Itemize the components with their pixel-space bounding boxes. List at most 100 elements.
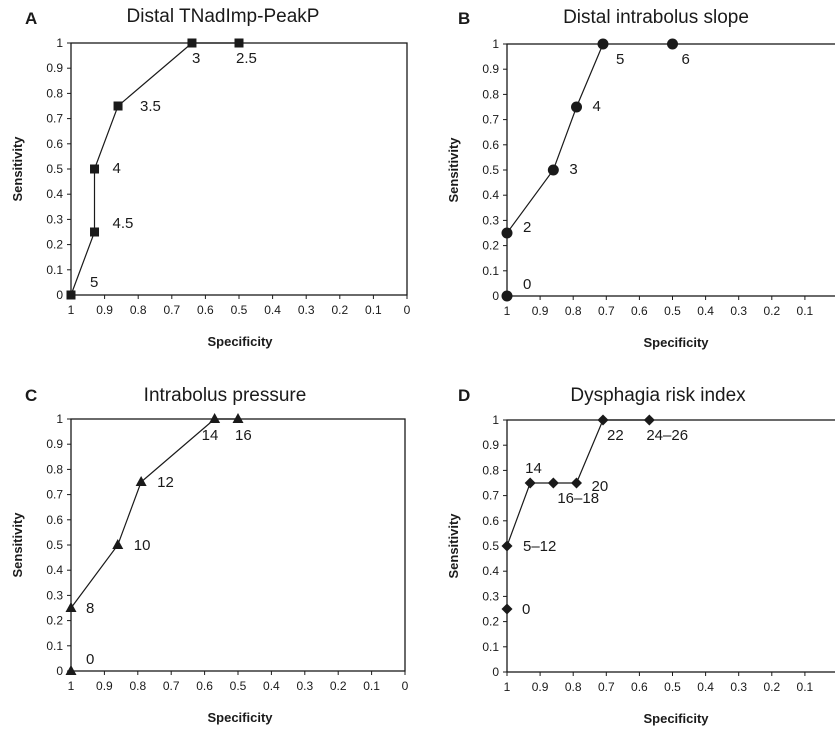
y-tick-label: 0.8 [46, 462, 63, 476]
panel-b: B Distal intrabolus slope 1 0.9 0.8 0.7 0.6 0.5… [446, 7, 835, 350]
x-tick-label: 1 [504, 304, 511, 318]
x-axis-label: Specificity [643, 711, 709, 726]
x-tick-label: 0.9 [96, 679, 113, 693]
data-point-marker [547, 477, 559, 489]
panel-letter: C [25, 386, 37, 405]
y-tick-label: 0.3 [482, 213, 499, 227]
roc-curve-line [506, 43, 604, 234]
data-point-marker [234, 38, 244, 48]
y-tick-label: 0 [492, 665, 499, 679]
x-tick-label: 0.2 [331, 303, 348, 317]
x-axis-label: Specificity [207, 710, 273, 725]
data-point-label: 5–12 [523, 538, 556, 555]
roc-curve-line [70, 418, 238, 609]
data-point-label: 0 [86, 651, 94, 668]
data-point-label: 4 [593, 98, 601, 115]
x-tick-label: 0.2 [330, 679, 347, 693]
y-tick-label: 1 [56, 412, 63, 426]
chart-title: Distal TNadImp-PeakP [127, 6, 320, 27]
x-tick-label: 0.4 [263, 679, 280, 693]
panel-a: A Distal TNadImp-PeakP 1 0.9 0.8 0.7 0.6 0.5 0.4… [10, 6, 411, 349]
data-point-marker [643, 414, 655, 426]
x-tick-label: 0.4 [264, 303, 281, 317]
panel-letter: B [458, 9, 470, 28]
y-axis-label: Sensitivity [446, 137, 461, 203]
y-tick-label: 0.1 [46, 263, 63, 277]
y-tick-label: 0.7 [482, 489, 499, 503]
x-tick-label: 0.9 [532, 680, 549, 694]
data-point-marker [65, 602, 77, 612]
x-tick-label: 1 [68, 679, 75, 693]
y-tick-label: 0.9 [46, 61, 63, 75]
x-tick-label: 0.1 [797, 304, 814, 318]
data-point-marker [135, 476, 147, 486]
x-tick-label: 0.3 [296, 679, 313, 693]
data-point-label: 16–18 [557, 490, 599, 507]
data-point-label: 10 [134, 537, 151, 554]
data-point-marker [113, 101, 123, 111]
y-axis-label: Sensitivity [10, 512, 25, 578]
y-tick-label: 1 [492, 413, 499, 427]
data-point-label: 8 [86, 600, 94, 617]
y-tick-label: 0.6 [482, 514, 499, 528]
y-tick-label: 0.4 [46, 563, 63, 577]
data-point-label: 22 [607, 427, 624, 444]
data-point-marker [501, 603, 513, 615]
data-point-label: 3 [192, 50, 200, 67]
y-tick-label: 0.4 [46, 187, 63, 201]
y-tick-label: 0.2 [482, 615, 499, 629]
data-point-marker [501, 290, 513, 302]
y-tick-label: 0 [56, 664, 63, 678]
data-point-label: 2 [523, 219, 531, 236]
x-tick-label: 0.2 [763, 304, 780, 318]
y-tick-label: 0.2 [482, 239, 499, 253]
data-point-marker [571, 477, 583, 489]
x-tick-label: 0.7 [598, 304, 615, 318]
data-point-label: 5 [90, 274, 98, 291]
y-tick-label: 0.6 [46, 137, 63, 151]
x-tick-label: 0.3 [730, 680, 747, 694]
y-tick-label: 0.1 [482, 264, 499, 278]
x-tick-label: 0.1 [365, 303, 382, 317]
y-tick-label: 0.9 [482, 62, 499, 76]
x-tick-label: 0.5 [231, 303, 248, 317]
x-axis-label: Specificity [643, 335, 709, 350]
plot-frame [70, 42, 408, 296]
x-tick-label: 0.2 [763, 680, 780, 694]
data-point-marker [112, 539, 124, 549]
y-tick-label: 0.1 [482, 640, 499, 654]
y-tick-label: 0.4 [482, 564, 499, 578]
data-point-label: 3.5 [140, 98, 161, 115]
x-tick-label: 0.6 [196, 679, 213, 693]
y-tick-label: 0 [492, 289, 499, 303]
panel-letter: D [458, 386, 470, 405]
x-tick-label: 0.7 [598, 680, 615, 694]
data-point-label: 16 [235, 427, 252, 444]
x-tick-label: 0.8 [565, 680, 582, 694]
panel-d: D Dysphagia risk index 1 0.9 0.8 0.7 0.6 0.5 0.4… [446, 385, 835, 726]
data-point-marker [66, 290, 76, 300]
x-tick-label: 0.3 [298, 303, 315, 317]
chart-title: Distal intrabolus slope [563, 7, 749, 28]
x-tick-label: 0.1 [797, 680, 814, 694]
data-point-marker [232, 413, 244, 423]
x-tick-label: 0.4 [697, 680, 714, 694]
y-tick-label: 0.7 [46, 112, 63, 126]
x-tick-label: 0.9 [532, 304, 549, 318]
plot-frame [70, 418, 406, 672]
x-tick-label: 0.5 [230, 679, 247, 693]
x-tick-label: 0 [404, 303, 411, 317]
data-point-label: 2.5 [236, 50, 257, 67]
roc-curve-line [70, 42, 239, 296]
y-tick-label: 0.3 [46, 212, 63, 226]
chart-title: Dysphagia risk index [570, 385, 746, 406]
x-tick-label: 0.7 [163, 679, 180, 693]
x-tick-label: 0.8 [129, 679, 146, 693]
x-tick-label: 0.5 [664, 680, 681, 694]
y-tick-label: 0.3 [46, 588, 63, 602]
y-tick-label: 0.9 [46, 437, 63, 451]
data-point-marker [571, 101, 583, 113]
y-tick-label: 0.8 [46, 86, 63, 100]
x-tick-label: 0.4 [697, 304, 714, 318]
